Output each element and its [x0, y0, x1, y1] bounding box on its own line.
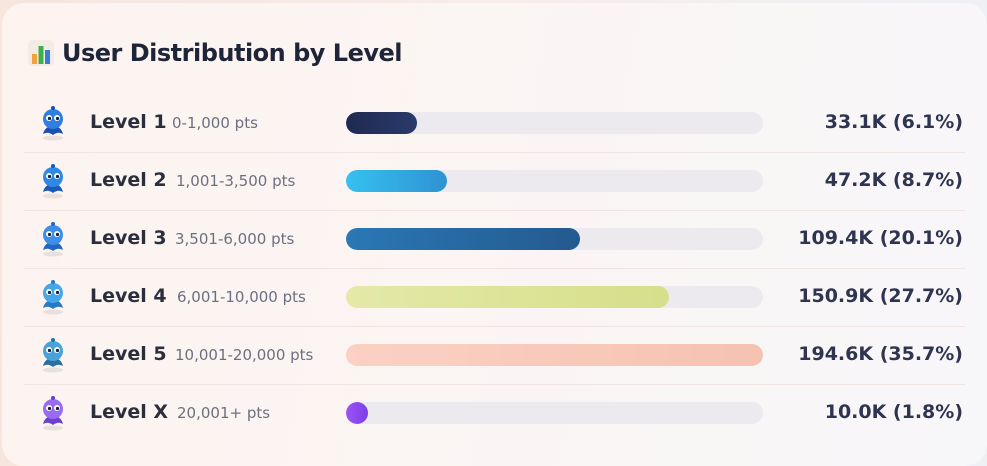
level-row: Level X 20,001+ pts 10.0K (1.8%) [2, 385, 987, 443]
level-name: Level 3 [90, 227, 167, 249]
level-range: 0-1,000 pts [172, 114, 258, 132]
bar-track [346, 170, 763, 192]
level-name: Level 1 [90, 111, 167, 133]
bar-track [346, 112, 763, 134]
bar-value-label: 47.2K (8.7%) [824, 169, 963, 191]
level-avatar-icon [43, 222, 63, 257]
level-range: 20,001+ pts [177, 404, 271, 422]
level-range: 3,501-6,000 pts [175, 230, 295, 248]
bar-value-label: 109.4K (20.1%) [798, 227, 963, 249]
level-avatar-icon [43, 164, 63, 199]
card-title: User Distribution by Level [26, 37, 403, 69]
distribution-card: User Distribution by Level Level 1 0-1,00… [2, 3, 987, 466]
level-avatar-icon [43, 396, 63, 431]
bar-value-label: 33.1K (6.1%) [824, 111, 963, 133]
level-range: 6,001-10,000 pts [177, 288, 306, 306]
bar-chart-icon [28, 40, 54, 66]
level-rows: Level 1 0-1,000 pts 33.1K (6.1%) Level 2 1,0… [2, 95, 987, 443]
bar-value-label: 194.6K (35.7%) [798, 343, 963, 365]
level-name: Level 4 [90, 285, 167, 307]
card-title-text: User Distribution by Level [62, 39, 403, 67]
level-range: 1,001-3,500 pts [176, 172, 296, 190]
level-row: Level 5 10,001-20,000 pts 194.6K (35.7%) [2, 327, 987, 385]
level-name: Level X [90, 401, 169, 423]
bar [346, 286, 670, 308]
level-name: Level 5 [90, 343, 167, 365]
level-avatar-icon [43, 280, 63, 315]
bar-track [346, 228, 763, 250]
bar-value-label: 150.9K (27.7%) [798, 285, 963, 307]
bar [346, 170, 448, 192]
bar-track [346, 344, 763, 366]
level-name: Level 2 [90, 169, 167, 191]
level-row: Level 1 0-1,000 pts 33.1K (6.1%) [2, 95, 987, 153]
bar [346, 228, 581, 250]
bar-value-label: 10.0K (1.8%) [824, 401, 963, 423]
bar-track [346, 286, 763, 308]
bar [346, 344, 763, 366]
bar [346, 112, 417, 134]
level-row: Level 3 3,501-6,000 pts 109.4K (20.1%) [2, 211, 987, 269]
level-range: 10,001-20,000 pts [175, 346, 314, 364]
level-avatar-icon [43, 338, 63, 373]
level-avatar-icon [43, 106, 63, 141]
bar-track [346, 402, 763, 424]
level-row: Level 4 6,001-10,000 pts 150.9K (27.7%) [2, 269, 987, 327]
bar [346, 402, 368, 424]
level-row: Level 2 1,001-3,500 pts 47.2K (8.7%) [2, 153, 987, 211]
